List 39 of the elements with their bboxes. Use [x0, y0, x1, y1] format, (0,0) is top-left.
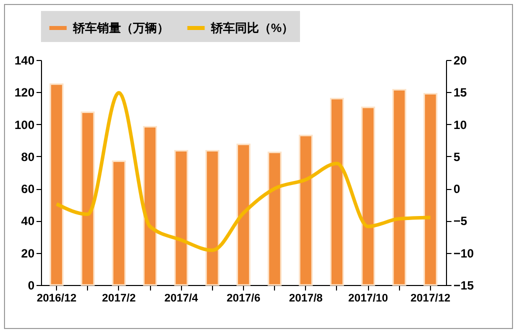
bar — [268, 152, 282, 286]
bar — [80, 111, 95, 286]
y-tick-label: 40 — [21, 214, 35, 228]
legend-label: 轿车同比（%） — [210, 21, 294, 35]
bar — [112, 160, 126, 286]
y2-tick-label: −15 — [454, 278, 474, 292]
y-tick-label: 80 — [21, 150, 35, 164]
y2-tick-label: 15 — [454, 86, 468, 100]
bar — [392, 88, 406, 286]
x-tick-label: 2017/10 — [348, 292, 388, 304]
y2-tick-label: 0 — [454, 182, 460, 196]
x-tick-label: 2017/6 — [226, 292, 260, 304]
bar — [174, 150, 188, 286]
bar — [361, 106, 376, 286]
bar — [143, 126, 158, 286]
y-tick-label: 120 — [14, 86, 35, 100]
bar — [298, 134, 313, 286]
y2-tick-label: −5 — [454, 214, 468, 228]
legend-label: 轿车销量（万辆） — [72, 21, 169, 35]
x-tick-label: 2017/12 — [410, 292, 450, 304]
y-tick-label: 20 — [21, 246, 35, 260]
x-tick-label: 2016/12 — [36, 292, 76, 304]
y-tick-label: 60 — [21, 182, 35, 196]
y2-tick-label: 5 — [454, 150, 460, 164]
x-tick-label: 2017/8 — [288, 292, 323, 304]
y2-tick-label: −10 — [454, 246, 474, 260]
bar — [330, 98, 344, 286]
bar — [236, 144, 250, 286]
line-series — [54, 91, 432, 252]
bar — [423, 93, 438, 286]
y-tick-label: 100 — [14, 118, 35, 132]
bar — [205, 150, 220, 286]
y2-tick-label: 20 — [454, 54, 468, 68]
y2-tick-label: 10 — [454, 118, 468, 132]
y-tick-label: 0 — [28, 278, 35, 292]
x-tick-label: 2017/4 — [164, 292, 199, 304]
bar — [50, 83, 64, 286]
y-tick-label: 140 — [14, 54, 35, 68]
x-tick-label: 2017/2 — [102, 292, 136, 304]
